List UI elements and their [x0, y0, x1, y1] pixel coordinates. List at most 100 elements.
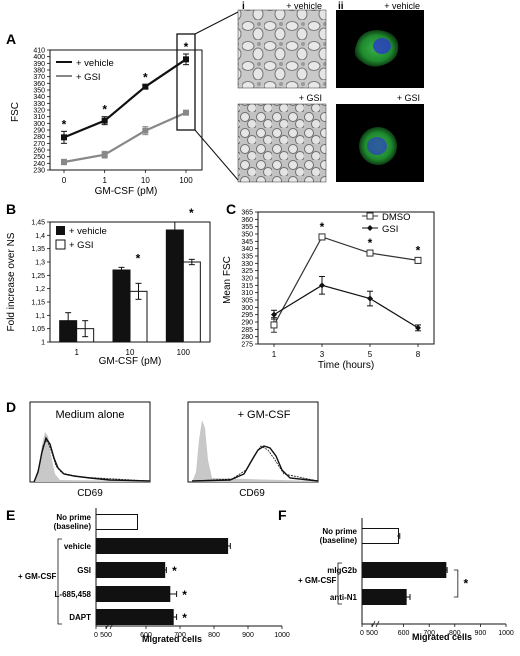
zoom-line-bottom [194, 129, 239, 181]
chart-c-legend-gsi-marker [367, 225, 373, 231]
chart-a: 2302402502602702802903003103203303403503… [10, 11, 239, 197]
chart-c-series: * * * [270, 220, 422, 333]
chart-a-ytick-label: 270 [33, 141, 45, 148]
chart-f-x-title: Migrated cells [412, 632, 472, 642]
chart-c-legend-dmso-marker [366, 212, 374, 220]
chart-a-ytick-label: 310 [33, 114, 45, 121]
chart-f-bar [361, 528, 399, 544]
chart-f-xtick-label: 900 [475, 630, 487, 637]
micro-bottom-left-label: + GSI [299, 93, 322, 103]
flow-right-xlabel: CD69 [239, 488, 265, 499]
micrograph-vehicle-brightfield [237, 9, 327, 89]
chart-a-ytick-label: 400 [33, 54, 45, 61]
chart-b-x-title: GM-CSF (pM) [99, 356, 162, 367]
chart-a-series: * * * * [61, 40, 189, 166]
chart-b-bar [112, 269, 131, 343]
chart-b-bar [182, 261, 201, 343]
panel-letter-f: F [278, 507, 287, 523]
flow-histogram-gmcsf: + GM-CSF CD69 [187, 401, 319, 499]
nucleus-gsi [367, 137, 387, 155]
chart-f-row-label: mIgG2b [327, 566, 357, 575]
chart-c-significance: * [368, 236, 373, 250]
chart-c-xtick-label: 1 [272, 350, 277, 359]
chart-e-bar [95, 562, 166, 578]
chart-a-ytick-label: 380 [33, 68, 45, 75]
chart-c-significance: * [416, 243, 421, 257]
chart-c-ytick-label: 340 [241, 246, 253, 253]
chart-c-ytick-label: 295 [241, 312, 253, 319]
chart-e-significance: * [172, 564, 177, 578]
flow-right-isotype [192, 420, 318, 482]
chart-e-xtick-label: 0 [94, 632, 98, 639]
chart-c-point [415, 324, 421, 331]
chart-b-legend-vehicle-swatch [56, 226, 65, 235]
chart-c-ytick-label: 310 [241, 290, 253, 297]
chart-f-xtick-label: 0 [360, 630, 364, 637]
chart-a-ytick-label: 290 [33, 128, 45, 135]
chart-c-point [319, 282, 325, 289]
chart-c-ytick-label: 320 [241, 276, 253, 283]
chart-a-ytick-label: 370 [33, 74, 45, 81]
chart-a-significance: * [143, 71, 148, 85]
chart-b-bars: ** [59, 206, 201, 343]
panel-letter-b: B [6, 201, 16, 217]
chart-b-ytick-label: 1,4 [35, 233, 45, 240]
chart-f-row-label: anti-N1 [330, 593, 358, 602]
chart-e-row-label: L-685,458 [55, 590, 92, 599]
chart-a-ytick-label: 240 [33, 161, 45, 168]
chart-e-xtick-label: 800 [208, 632, 220, 639]
chart-a-ytick-label: 330 [33, 101, 45, 108]
chart-a-x-ticks: 0 1 10 100 [62, 170, 193, 185]
chart-a-point [183, 109, 189, 116]
chart-e-row-label: vehicle [64, 542, 92, 551]
chart-e-bar [95, 514, 138, 530]
chart-a-legend-gsi: + GSI [76, 72, 101, 83]
chart-c-ytick-label: 300 [241, 305, 253, 312]
chart-f-axis-break [371, 620, 380, 628]
chart-c-y-title: Mean FSC [222, 256, 233, 304]
chart-e-x-title: Migrated cells [142, 634, 202, 644]
chart-c-x-ticks: 1 3 5 8 [272, 344, 421, 359]
chart-b-xtick-label: 1 [74, 348, 79, 357]
micro-top-right-label: + vehicle [384, 1, 420, 11]
chart-c-legend-dmso: DMSO [382, 212, 411, 223]
chart-e-bar [95, 609, 174, 625]
chart-e-bar [95, 586, 171, 602]
chart-c-xtick-label: 5 [368, 350, 373, 359]
chart-c-xtick-label: 3 [320, 350, 325, 359]
chart-b-ytick-label: 1,05 [31, 326, 45, 333]
chart-a-ytick-label: 320 [33, 108, 45, 115]
chart-e-bars: No prime(baseline) vehicle GSI * L-685,458 * D… [54, 513, 231, 625]
chart-c-ytick-label: 305 [241, 298, 253, 305]
chart-c-point [414, 256, 422, 264]
chart-a-ytick-label: 350 [33, 88, 45, 95]
chart-c-ytick-label: 365 [241, 210, 253, 217]
chart-e-significance: * [182, 588, 187, 602]
chart-a-ytick-label: 260 [33, 148, 45, 155]
chart-c-ytick-label: 280 [241, 334, 253, 341]
chart-a-significance: * [62, 117, 67, 131]
chart-c-ytick-label: 330 [241, 261, 253, 268]
chart-b-ytick-label: 1,3 [35, 260, 45, 267]
chart-a-highlight-box [176, 33, 196, 131]
chart-f-bars: No prime(baseline) mIgG2b anti-N1 * [320, 527, 469, 605]
chart-a-ytick-label: 250 [33, 154, 45, 161]
flow-left-cd69-b [33, 439, 151, 483]
chart-e: No prime(baseline) vehicle GSI * L-685,458 * D… [18, 508, 290, 644]
chart-a-xtick-label: 0 [62, 176, 67, 185]
chart-c-x-title: Time (hours) [318, 360, 374, 371]
flow-left-title: Medium alone [55, 409, 124, 421]
chart-f-xtick-label: 800 [449, 630, 461, 637]
chart-f-xtick-label: 600 [398, 630, 410, 637]
chart-c-frame [257, 211, 435, 345]
chart-b-ytick-label: 1,2 [35, 286, 45, 293]
chart-c-ytick-label: 345 [241, 239, 253, 246]
chart-b-y-ticks: 1 1,05 1,1 1,15 1,2 1,25 1,3 1,35 1,4 1,45 [31, 220, 50, 347]
chart-c-line-1 [273, 284, 419, 329]
chart-f-xtick-label: 500 [366, 630, 378, 637]
chart-a-ytick-label: 280 [33, 134, 45, 141]
chart-e-xtick-label: 600 [140, 632, 152, 639]
chart-a-significance: * [184, 40, 189, 54]
chart-f-group-bracket [337, 562, 342, 605]
chart-e-x-ticks: 0 500 600 700 800 900 1000 [57, 508, 290, 639]
